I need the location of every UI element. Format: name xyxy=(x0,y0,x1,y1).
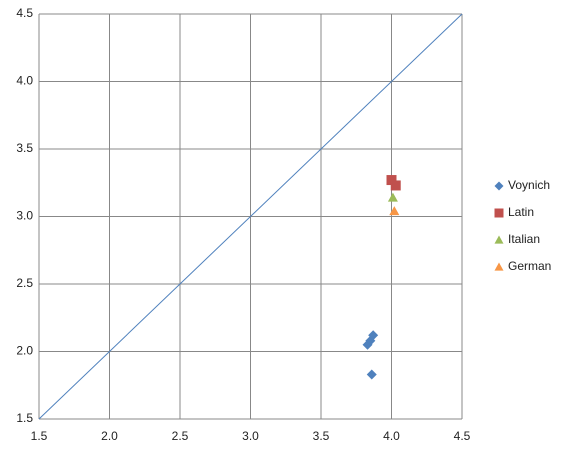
legend-marker xyxy=(494,208,504,218)
x-tick-label: 2.0 xyxy=(101,429,118,443)
y-tick-label: 4.0 xyxy=(16,74,33,88)
y-tick-label: 3.5 xyxy=(16,141,33,155)
y-tick-label: 2.5 xyxy=(16,276,33,290)
y-tick-label: 4.5 xyxy=(16,6,33,20)
legend-label: Voynich xyxy=(508,178,550,192)
legend-marker xyxy=(494,181,504,191)
x-tick-label: 3.0 xyxy=(242,429,259,443)
reference-line xyxy=(38,13,463,420)
x-tick-label: 2.5 xyxy=(172,429,189,443)
y-tick-label: 1.5 xyxy=(16,411,33,425)
legend-label: Italian xyxy=(508,232,540,246)
point xyxy=(390,180,401,191)
y-tick-label: 2.0 xyxy=(16,344,33,358)
point xyxy=(387,192,398,202)
legend-marker xyxy=(494,235,504,244)
x-tick-label: 4.5 xyxy=(454,429,471,443)
y-tick-label: 3.0 xyxy=(16,209,33,223)
point xyxy=(368,330,379,341)
x-tick-label: 4.0 xyxy=(383,429,400,443)
point xyxy=(389,206,400,216)
legend-label: Latin xyxy=(508,205,534,219)
legend-label: German xyxy=(508,259,551,273)
legend-marker xyxy=(494,262,504,271)
x-tick-label: 3.5 xyxy=(313,429,330,443)
point xyxy=(366,369,377,380)
x-tick-label: 1.5 xyxy=(31,429,48,443)
